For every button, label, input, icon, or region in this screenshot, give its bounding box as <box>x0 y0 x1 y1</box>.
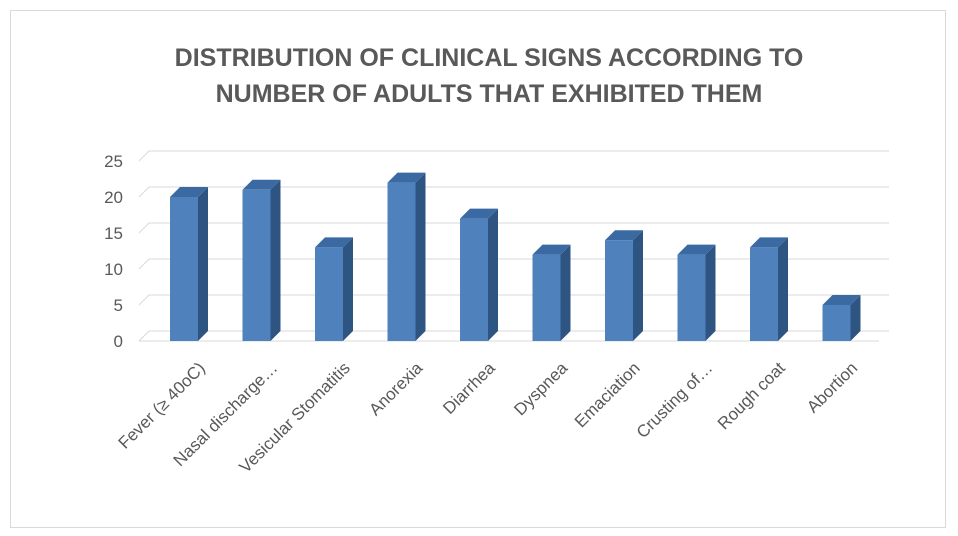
chart-title-line-2: NUMBER OF ADULTS THAT EXHIBITED THEM <box>216 80 763 108</box>
x-category-label: Rough coat <box>714 358 789 433</box>
bar <box>532 244 571 341</box>
bar <box>242 179 281 341</box>
bar-front <box>315 247 343 341</box>
bar <box>605 230 643 341</box>
bar-front <box>750 247 778 341</box>
x-category-label: Dyspnea <box>510 358 571 419</box>
y-tick-label: 20 <box>104 188 123 207</box>
bar-top <box>532 244 571 255</box>
bar-front <box>387 182 416 341</box>
bar <box>677 244 716 341</box>
x-axis-labels: Fever (≥ 40oC)Nasal discharge…Vesicular … <box>115 358 862 477</box>
chart-svg: DISTRIBUTION OF CLINICAL SIGNS ACCORDING… <box>104 44 889 477</box>
bar-front <box>677 254 706 341</box>
bar-side <box>198 187 208 341</box>
bar <box>387 172 426 341</box>
bars <box>170 172 861 341</box>
x-category-label: Crusting of… <box>633 358 717 442</box>
bar-side <box>415 172 426 341</box>
chart-title: DISTRIBUTION OF CLINICAL SIGNS ACCORDING… <box>175 44 804 108</box>
bar-side <box>633 230 643 341</box>
bar-top <box>460 208 498 219</box>
bar <box>315 237 353 341</box>
bar-top <box>750 237 788 248</box>
y-axis-ticks: 0 5 10 15 20 25 <box>104 152 123 351</box>
bar-top <box>170 187 208 197</box>
bar <box>750 237 788 341</box>
bar-front <box>532 254 561 341</box>
bar <box>460 208 498 341</box>
bar-top <box>242 179 281 190</box>
gridline-15 <box>138 222 889 234</box>
bar-side <box>560 244 571 341</box>
x-category-label: Diarrhea <box>439 358 499 418</box>
chart-title-line-1: DISTRIBUTION OF CLINICAL SIGNS ACCORDING… <box>175 44 804 72</box>
bar-side <box>488 208 498 341</box>
bar-side <box>778 237 788 341</box>
y-tick-label: 10 <box>104 260 123 279</box>
bar-front <box>170 197 198 341</box>
bar-top <box>387 172 426 183</box>
bar-side <box>705 244 716 341</box>
bar-top <box>315 237 353 248</box>
y-tick-label: 0 <box>114 332 123 351</box>
bar-front <box>460 218 488 341</box>
y-tick-label: 15 <box>104 224 123 243</box>
y-tick-label: 25 <box>104 152 123 171</box>
bar <box>822 295 861 341</box>
bar-side <box>343 237 353 341</box>
bar-top <box>605 230 643 241</box>
bar-side <box>850 295 861 341</box>
bar-side <box>270 179 281 341</box>
chart-frame: DISTRIBUTION OF CLINICAL SIGNS ACCORDING… <box>10 10 946 528</box>
bar-top <box>677 244 716 255</box>
x-category-label: Emaciation <box>571 358 644 431</box>
bar-front <box>822 305 851 341</box>
bar-front <box>605 240 633 341</box>
gridline-25 <box>138 150 889 162</box>
gridline-20 <box>138 186 889 198</box>
x-category-label: Abortion <box>803 358 861 416</box>
bar-front <box>242 189 271 341</box>
x-category-label: Anorexia <box>365 358 426 419</box>
bar-top <box>822 295 861 305</box>
y-tick-label: 5 <box>114 296 123 315</box>
bar <box>170 187 208 341</box>
